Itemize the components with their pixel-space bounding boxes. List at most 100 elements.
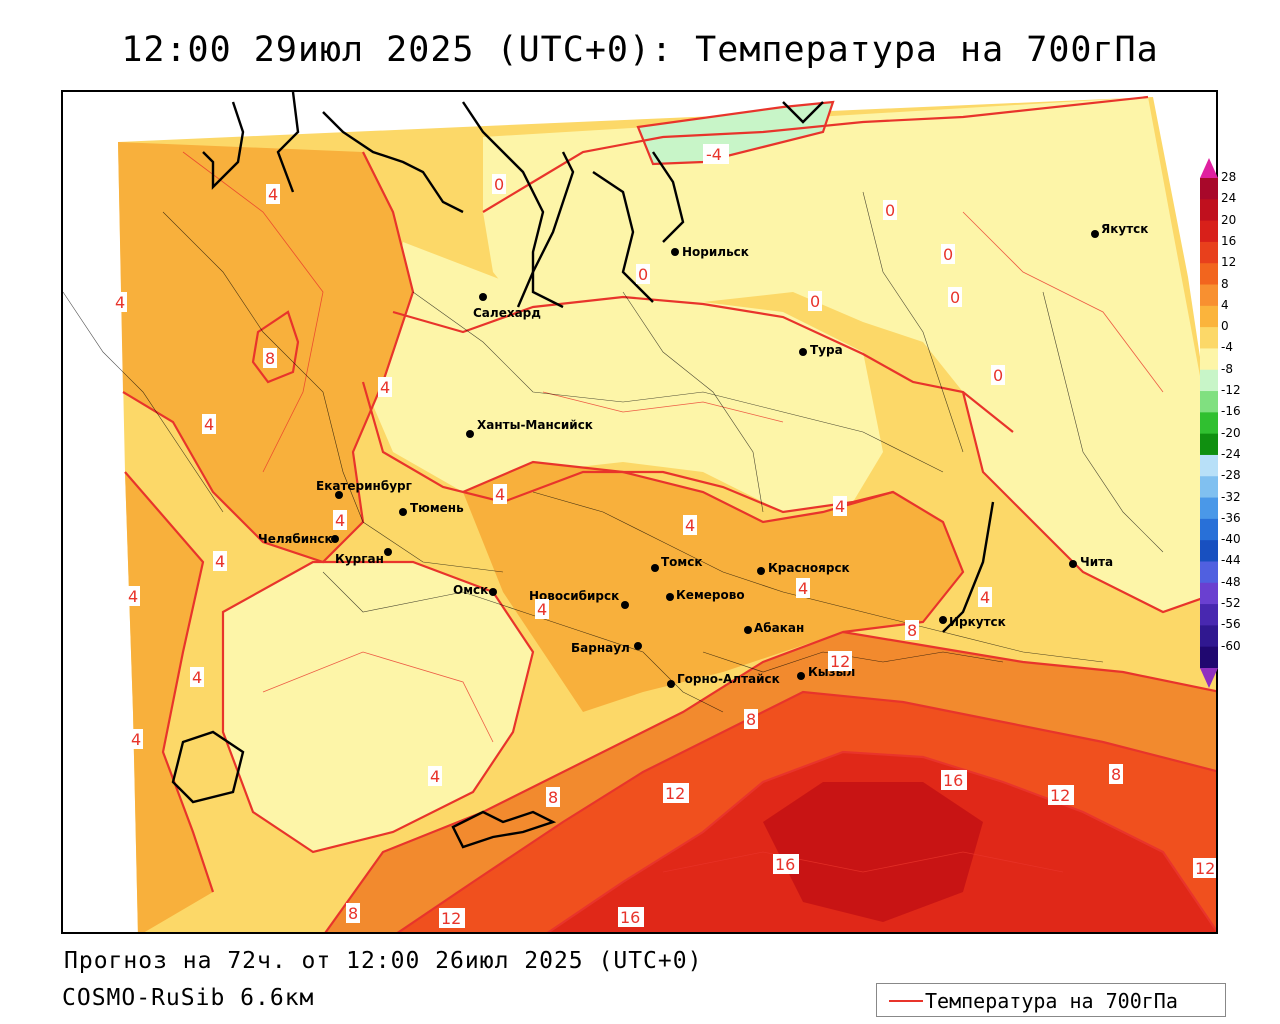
map-title: 12:00 29июл 2025 (UTC+0): Температура на… bbox=[121, 30, 1159, 70]
svg-text:8: 8 bbox=[907, 621, 917, 640]
iso-label: 12 bbox=[1048, 785, 1074, 805]
iso-label: 0 bbox=[636, 264, 650, 284]
svg-text:8: 8 bbox=[548, 788, 558, 807]
city-norilsk: Норильск bbox=[671, 245, 749, 259]
svg-text:0: 0 bbox=[494, 175, 504, 194]
colorbar-cell bbox=[1200, 604, 1218, 626]
svg-text:0: 0 bbox=[993, 366, 1003, 385]
svg-text:4: 4 bbox=[380, 378, 390, 397]
svg-text:Горно-Алтайск: Горно-Алтайск bbox=[677, 672, 780, 686]
city-irkutsk: Иркутск bbox=[939, 615, 1006, 629]
colorbar-cell bbox=[1200, 220, 1218, 243]
iso-label: 0 bbox=[991, 365, 1005, 385]
forecast-info: Прогноз на 72ч. от 12:00 26июл 2025 (UTC… bbox=[64, 948, 703, 974]
iso-label: 4 bbox=[190, 667, 204, 687]
iso-label: 0 bbox=[941, 244, 955, 264]
city-tura: Тура bbox=[799, 343, 843, 357]
colorbar-cell bbox=[1200, 241, 1218, 264]
svg-text:4: 4 bbox=[268, 185, 278, 204]
svg-text:-4: -4 bbox=[706, 145, 722, 164]
iso-label: 4 bbox=[126, 586, 140, 606]
svg-text:12: 12 bbox=[830, 652, 850, 671]
iso-label: 4 bbox=[683, 515, 697, 535]
svg-text:Тура: Тура bbox=[810, 343, 843, 357]
city-yekaterinburg: Екатеринбург bbox=[316, 479, 412, 499]
svg-text:4: 4 bbox=[128, 587, 138, 606]
city-novosibirsk: Новосибирск bbox=[529, 589, 629, 609]
svg-text:Новосибирск: Новосибирск bbox=[529, 589, 619, 603]
model-name: COSMO-RuSib 6.6км bbox=[62, 985, 315, 1011]
iso-label: 4 bbox=[978, 587, 992, 607]
colorbar-cell bbox=[1200, 284, 1218, 307]
colorbar-cell bbox=[1200, 348, 1218, 371]
colorbar-cell bbox=[1200, 476, 1218, 499]
iso-label: 4 bbox=[129, 729, 143, 749]
svg-text:4: 4 bbox=[430, 767, 440, 786]
iso-label: 0 bbox=[883, 200, 897, 220]
svg-text:4: 4 bbox=[204, 415, 214, 434]
colorbar-cell bbox=[1200, 646, 1218, 669]
city-salekhard: Салехард bbox=[473, 293, 541, 320]
svg-text:0: 0 bbox=[810, 292, 820, 311]
svg-text:12: 12 bbox=[665, 784, 685, 803]
svg-text:Чита: Чита bbox=[1080, 555, 1113, 569]
city-omsk: Омск bbox=[453, 583, 497, 597]
city-tyumen: Тюмень bbox=[399, 501, 464, 516]
colorbar-tick-label: -52 bbox=[1221, 596, 1241, 611]
colorbar bbox=[1200, 158, 1218, 688]
iso-label: 12 bbox=[663, 783, 689, 803]
colorbar-tick-label: 20 bbox=[1221, 212, 1237, 227]
colorbar-cell bbox=[1200, 412, 1218, 435]
colorbar-cell bbox=[1200, 327, 1218, 349]
svg-text:Челябинск: Челябинск bbox=[258, 532, 333, 546]
iso-label: 0 bbox=[808, 291, 822, 311]
svg-text:4: 4 bbox=[495, 485, 505, 504]
svg-text:12: 12 bbox=[1050, 786, 1070, 805]
city-abakan: Абакан bbox=[744, 621, 804, 635]
colorbar-tick-label: -4 bbox=[1221, 340, 1233, 355]
legend-line-swatch bbox=[889, 1000, 923, 1002]
svg-text:4: 4 bbox=[192, 668, 202, 687]
colorbar-cell bbox=[1200, 199, 1218, 222]
colorbar-tick-label: 0 bbox=[1221, 319, 1229, 334]
colorbar-tick-label: 12 bbox=[1221, 255, 1237, 270]
svg-text:Салехард: Салехард bbox=[473, 306, 541, 320]
colorbar-cell bbox=[1200, 263, 1218, 286]
svg-text:Тюмень: Тюмень bbox=[410, 501, 464, 515]
colorbar-tick-label: -16 bbox=[1221, 404, 1241, 419]
svg-text:Красноярск: Красноярск bbox=[768, 561, 850, 575]
svg-text:8: 8 bbox=[1111, 765, 1121, 784]
colorbar-cell bbox=[1200, 391, 1218, 413]
svg-text:16: 16 bbox=[775, 855, 795, 874]
svg-text:4: 4 bbox=[335, 511, 345, 530]
iso-label: 8 bbox=[546, 787, 560, 807]
zone-0-4-central bbox=[363, 242, 883, 512]
iso-label: 16 bbox=[618, 907, 644, 927]
iso-label: 4 bbox=[796, 578, 810, 598]
temperature-map: Норильск Салехард Тура Якутск Ханты-Манс… bbox=[61, 90, 1218, 934]
colorbar-cell bbox=[1200, 178, 1218, 200]
svg-text:0: 0 bbox=[943, 245, 953, 264]
colorbar-tick-label: -44 bbox=[1221, 553, 1241, 568]
svg-text:Норильск: Норильск bbox=[682, 245, 749, 259]
colorbar-top-arrow bbox=[1200, 158, 1218, 178]
colorbar-bottom-arrow bbox=[1200, 668, 1218, 688]
city-khanty-mansiysk: Ханты-Мансийск bbox=[466, 418, 593, 438]
colorbar-cell bbox=[1200, 625, 1218, 648]
iso-label: 4 bbox=[113, 292, 127, 312]
iso-label: 4 bbox=[428, 766, 442, 786]
city-kemerovo: Кемерово bbox=[666, 588, 745, 602]
svg-text:Абакан: Абакан bbox=[754, 621, 804, 635]
zone-0-4-north bbox=[483, 97, 1216, 612]
city-barnaul: Барнаул bbox=[571, 641, 642, 655]
colorbar-tick-label: 8 bbox=[1221, 276, 1229, 291]
colorbar-cell bbox=[1200, 582, 1218, 605]
zone-8-12-center bbox=[463, 462, 963, 712]
iso-label: 4 bbox=[493, 484, 507, 504]
city-kurgan: Курган bbox=[335, 548, 392, 566]
colorbar-tick-label: 28 bbox=[1221, 170, 1237, 184]
city-gorno-altaysk: Горно-Алтайск bbox=[667, 672, 780, 688]
svg-text:Омск: Омск bbox=[453, 583, 488, 597]
iso-label: 4 bbox=[833, 496, 847, 516]
colorbar-tick-label: 24 bbox=[1221, 191, 1237, 206]
